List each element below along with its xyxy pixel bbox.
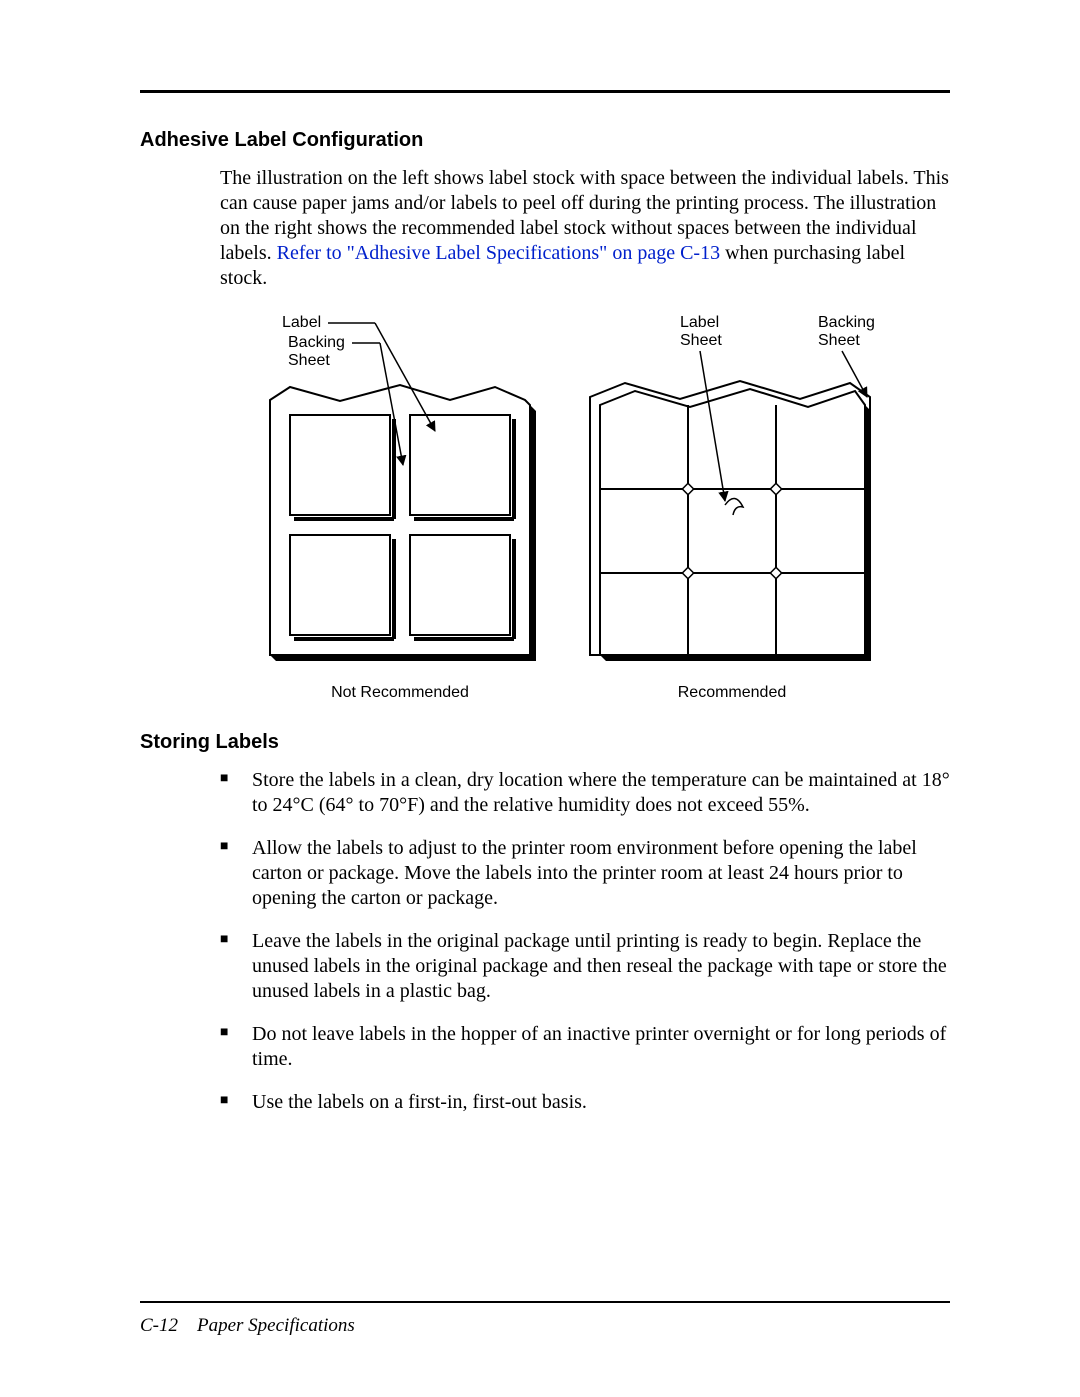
callout-label-left: Label (282, 314, 321, 331)
list-item: Store the labels in a clean, dry locatio… (220, 768, 950, 818)
right-diagram: Label Sheet Backing Sheet Recommended (590, 314, 875, 701)
footer-page-number: C-12 (140, 1315, 178, 1336)
callout-label-right-1: Label (680, 314, 719, 331)
list-item: Use the labels on a first-in, first-out … (220, 1090, 950, 1115)
list-item: Allow the labels to adjust to the printe… (220, 836, 950, 911)
caption-not-recommended: Not Recommended (331, 684, 469, 701)
callout-backing-right-2: Sheet (818, 332, 860, 349)
label-diagram-svg: Label Backing Sheet Not Recommended (240, 305, 880, 705)
page: Adhesive Label Configuration The illustr… (0, 0, 1080, 1397)
heading-adhesive-label-config: Adhesive Label Configuration (140, 129, 950, 152)
footer-text: C-12 Paper Specifications (140, 1315, 950, 1337)
heading-storing-labels: Storing Labels (140, 731, 950, 754)
footer-rule (140, 1301, 950, 1303)
caption-recommended: Recommended (678, 684, 787, 701)
storing-labels-list: Store the labels in a clean, dry locatio… (220, 768, 950, 1115)
list-item: Leave the labels in the original package… (220, 929, 950, 1004)
list-item: Do not leave labels in the hopper of an … (220, 1022, 950, 1072)
intro-paragraph: The illustration on the left shows label… (220, 166, 950, 291)
top-rule (140, 90, 950, 93)
footer-section-title: Paper Specifications (197, 1315, 355, 1336)
callout-backing-right-1: Backing (818, 314, 875, 331)
callout-backing-left-2: Sheet (288, 352, 330, 369)
left-diagram: Label Backing Sheet Not Recommended (270, 314, 536, 701)
callout-backing-left-1: Backing (288, 334, 345, 351)
callout-label-right-2: Sheet (680, 332, 722, 349)
cross-reference-link[interactable]: Refer to "Adhesive Label Specifications"… (277, 242, 720, 264)
page-footer: C-12 Paper Specifications (140, 1301, 950, 1337)
label-configuration-figure: Label Backing Sheet Not Recommended (240, 305, 880, 705)
